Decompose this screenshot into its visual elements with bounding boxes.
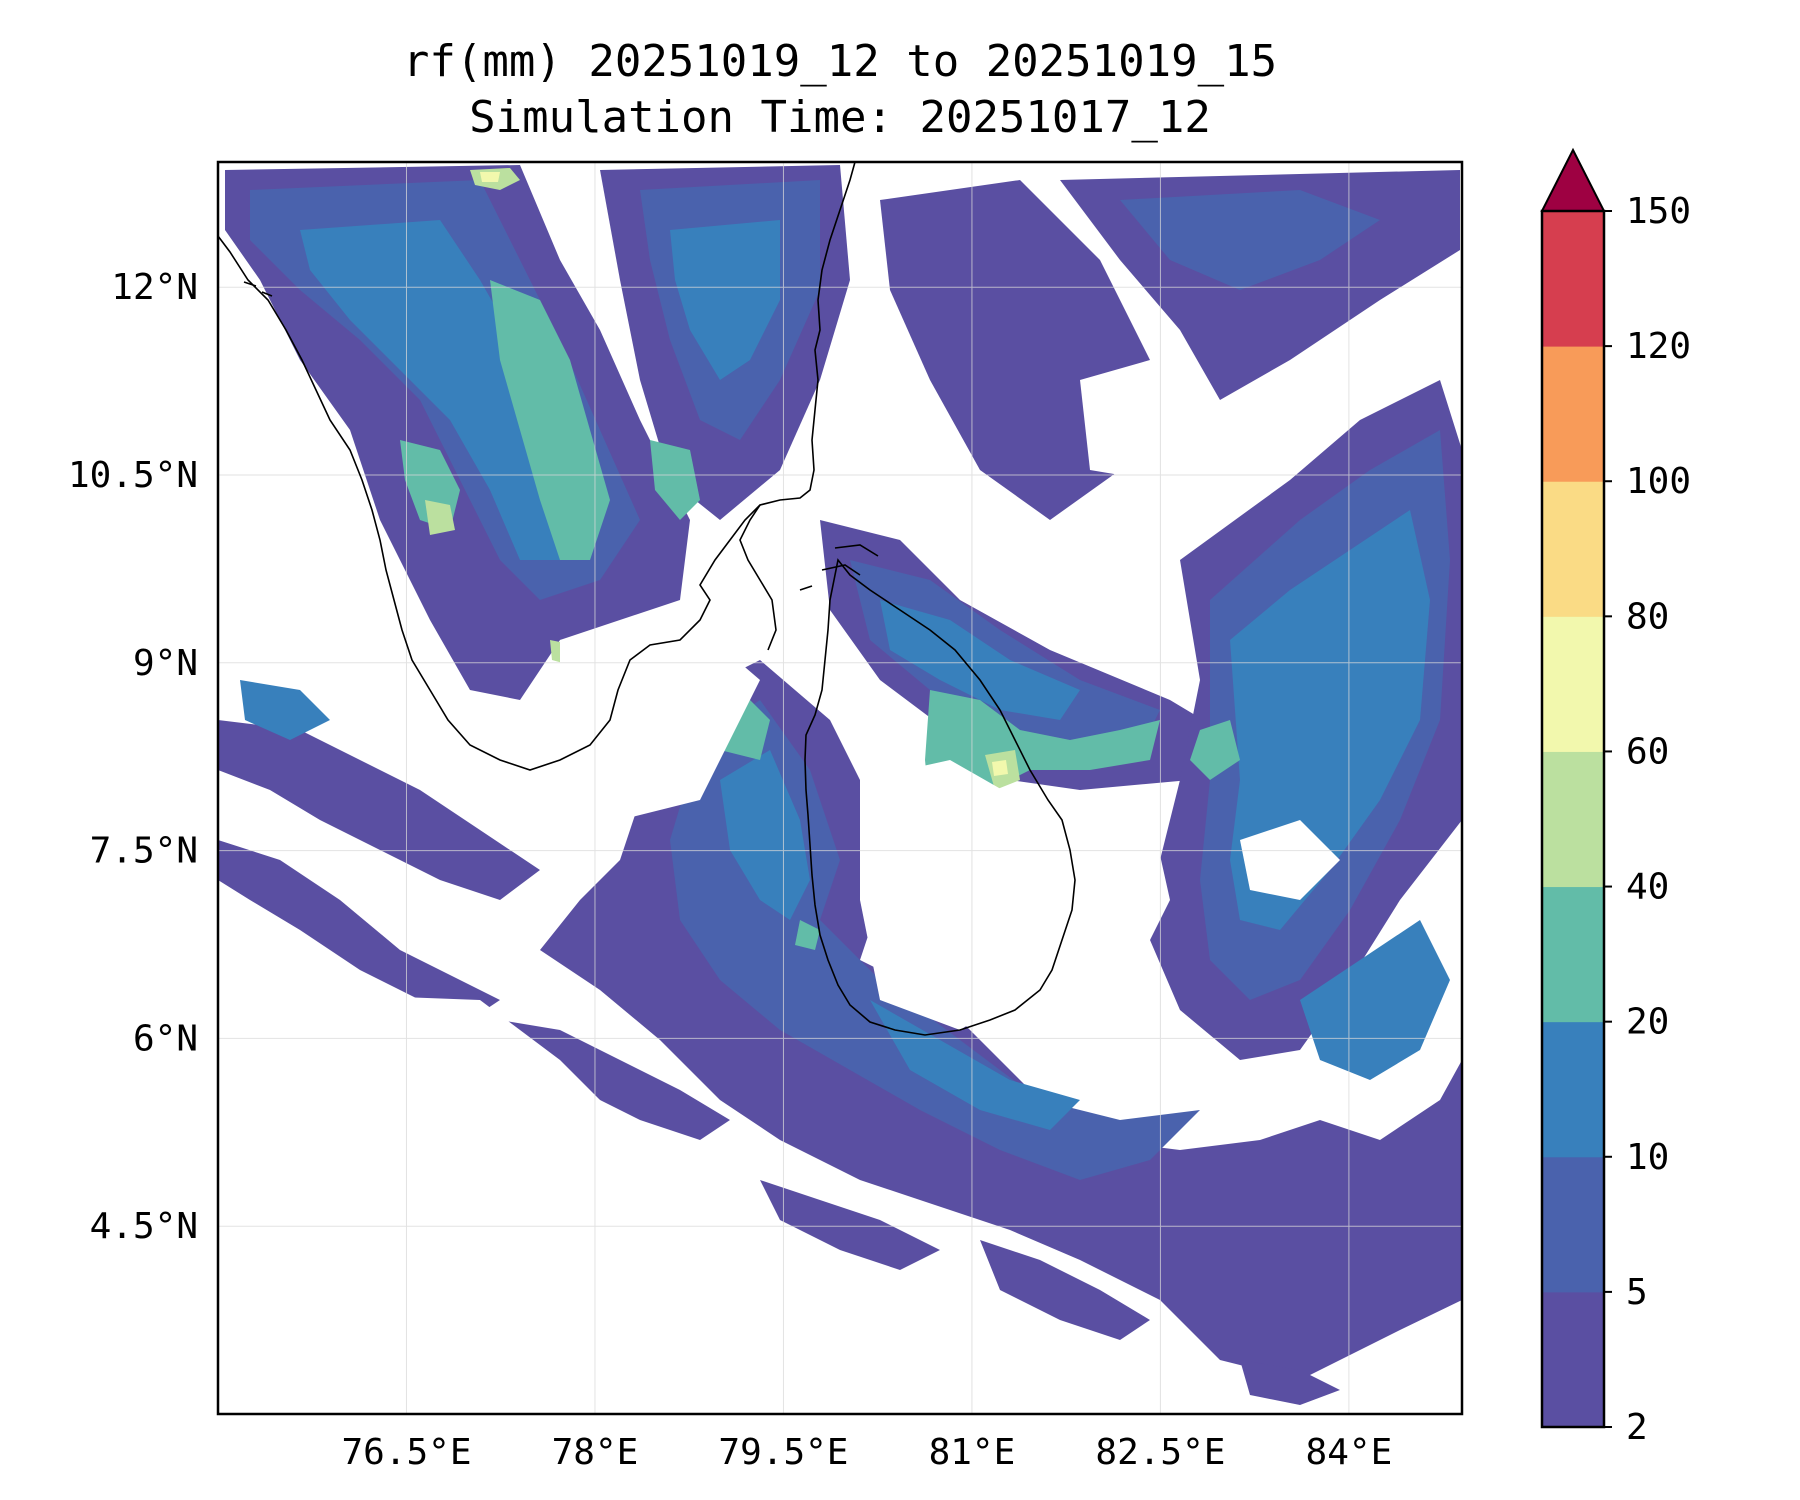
rainfall-band-60-80 (480, 172, 1008, 776)
chart-title: rf(mm) 20251019_12 to 20251019_15 (403, 36, 1277, 87)
palk-bay-coastline (739, 504, 777, 651)
colorbar-segment (1542, 1021, 1604, 1158)
map-gridlines (218, 162, 1462, 1414)
rainfall-contours (218, 165, 1462, 1414)
y-tick-label: 9°N (133, 643, 198, 684)
colorbar-tick-label: 5 (1626, 1272, 1648, 1313)
colorbar-segment (1542, 481, 1604, 617)
coastlines (218, 162, 1076, 1036)
jaffna-islets (799, 544, 879, 591)
x-tick-label: 82.5°E (1095, 1432, 1225, 1473)
colorbar-segment (1542, 1291, 1604, 1428)
colorbar-segment (1542, 211, 1604, 347)
colorbar-tick-label: 100 (1626, 461, 1691, 502)
colorbar-tick-label: 120 (1626, 326, 1691, 367)
colorbar-segment (1542, 751, 1604, 888)
y-tick-label: 4.5°N (90, 1206, 198, 1247)
colorbar-segment (1542, 346, 1604, 482)
y-tick-label: 6°N (133, 1018, 198, 1059)
colorbar-frame (1540, 209, 1606, 1429)
colorbar-tick-label: 10 (1626, 1137, 1669, 1178)
colorbar-tick-label: 80 (1626, 596, 1669, 637)
x-tick-label: 81°E (929, 1432, 1016, 1473)
x-tick-label: 79.5°E (718, 1432, 848, 1473)
y-tick-label: 10.5°N (68, 455, 198, 496)
colorbar-segment (1542, 1156, 1604, 1293)
colorbar-tick-label: 20 (1626, 1002, 1669, 1043)
y-axis-tick-labels: 4.5°N 6°N 7.5°N 9°N 10.5°N 12°N (68, 267, 198, 1247)
colorbar-tick-label: 60 (1626, 731, 1669, 772)
x-axis-tick-labels: 76.5°E 78°E 79.5°E 81°E 82.5°E 84°E (341, 1432, 1392, 1473)
colorbar-extend-arrow (1540, 147, 1606, 212)
maldives-coast-detail (243, 281, 273, 297)
x-tick-label: 76.5°E (341, 1432, 471, 1473)
colorbar: 2 5 10 20 40 60 80 100 120 150 (1540, 147, 1691, 1448)
x-tick-label: 84°E (1306, 1432, 1393, 1473)
chart-subtitle: Simulation Time: 20251017_12 (469, 92, 1211, 143)
colorbar-tick-label: 150 (1626, 191, 1691, 232)
colorbar-segment (1542, 616, 1604, 752)
india-west-coastline (218, 162, 856, 771)
y-tick-label: 12°N (111, 267, 198, 308)
colorbar-tick-label: 2 (1626, 1407, 1648, 1448)
no-rain-gaps (218, 360, 1340, 1414)
colorbar-segment (1542, 886, 1604, 1023)
x-tick-label: 78°E (552, 1432, 639, 1473)
map-area (218, 162, 1462, 1414)
plot-frame (216, 160, 1464, 1416)
colorbar-tick-label: 40 (1626, 867, 1669, 908)
sri-lanka-coastline (804, 558, 1076, 1036)
y-tick-label: 7.5°N (90, 831, 198, 872)
